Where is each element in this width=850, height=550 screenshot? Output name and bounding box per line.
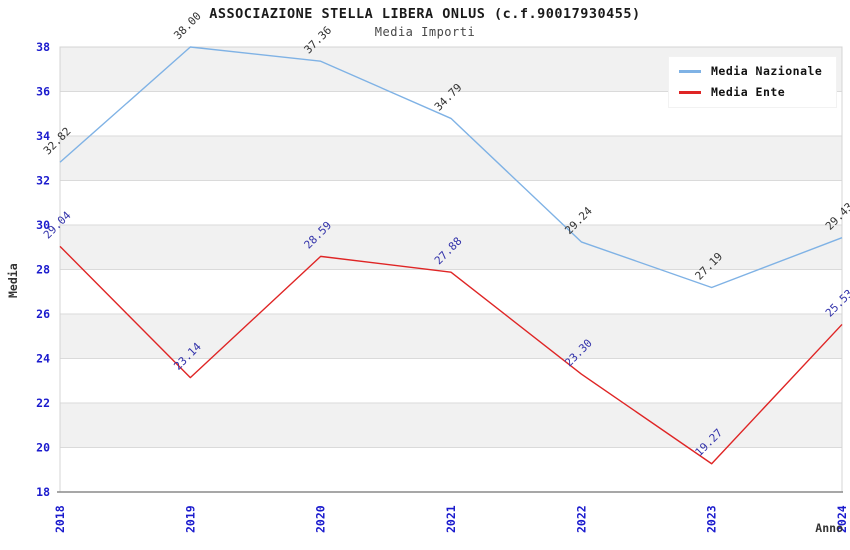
- legend-swatch-media-nazionale: [679, 69, 701, 73]
- series-line-1: [59, 245, 843, 465]
- x-axis-title: Anno: [815, 521, 843, 535]
- chart-title: ASSOCIAZIONE STELLA LIBERA ONLUS (c.f.90…: [209, 6, 641, 22]
- y-tick-label: 28: [36, 263, 50, 277]
- data-point-label: 29.43: [823, 200, 850, 233]
- y-tick-label: 24: [36, 352, 50, 366]
- legend-item-media-ente: Media Ente: [679, 85, 822, 99]
- legend-item-media-nazionale: Media Nazionale: [679, 64, 822, 78]
- legend-label-media-nazionale: Media Nazionale: [711, 64, 823, 78]
- x-tick-label: 2021: [444, 505, 458, 533]
- background-band: [60, 225, 842, 270]
- y-tick-label: 38: [36, 40, 50, 54]
- legend-label-media-ente: Media Ente: [711, 85, 786, 99]
- x-tick-label: 2018: [53, 505, 67, 533]
- x-tick-label: 2022: [574, 505, 588, 533]
- y-tick-label: 26: [36, 307, 50, 321]
- legend-swatch-media-ente: [679, 90, 701, 94]
- data-point-label: 25.53: [823, 287, 850, 320]
- y-tick-label: 36: [36, 85, 50, 99]
- y-tick-label: 22: [36, 396, 50, 410]
- x-tick-label: 2023: [705, 505, 719, 533]
- y-tick-label: 30: [36, 218, 50, 232]
- background-band: [60, 314, 842, 359]
- x-tick-label: 2024: [835, 505, 849, 533]
- y-tick-label: 18: [36, 485, 50, 499]
- x-tick-label: 2020: [314, 505, 328, 533]
- y-tick-label: 34: [36, 129, 50, 143]
- y-axis-title: Media: [6, 263, 20, 298]
- series-line-0: [59, 46, 843, 289]
- x-tick-label: 2019: [183, 505, 197, 533]
- y-tick-label: 20: [36, 441, 50, 455]
- y-tick-label: 32: [36, 174, 50, 188]
- chart-subtitle: Media Importi: [374, 25, 476, 39]
- background-band: [60, 403, 842, 448]
- legend: Media Nazionale Media Ente: [668, 56, 838, 108]
- data-point-label: 38.00: [171, 10, 204, 43]
- background-band: [60, 136, 842, 181]
